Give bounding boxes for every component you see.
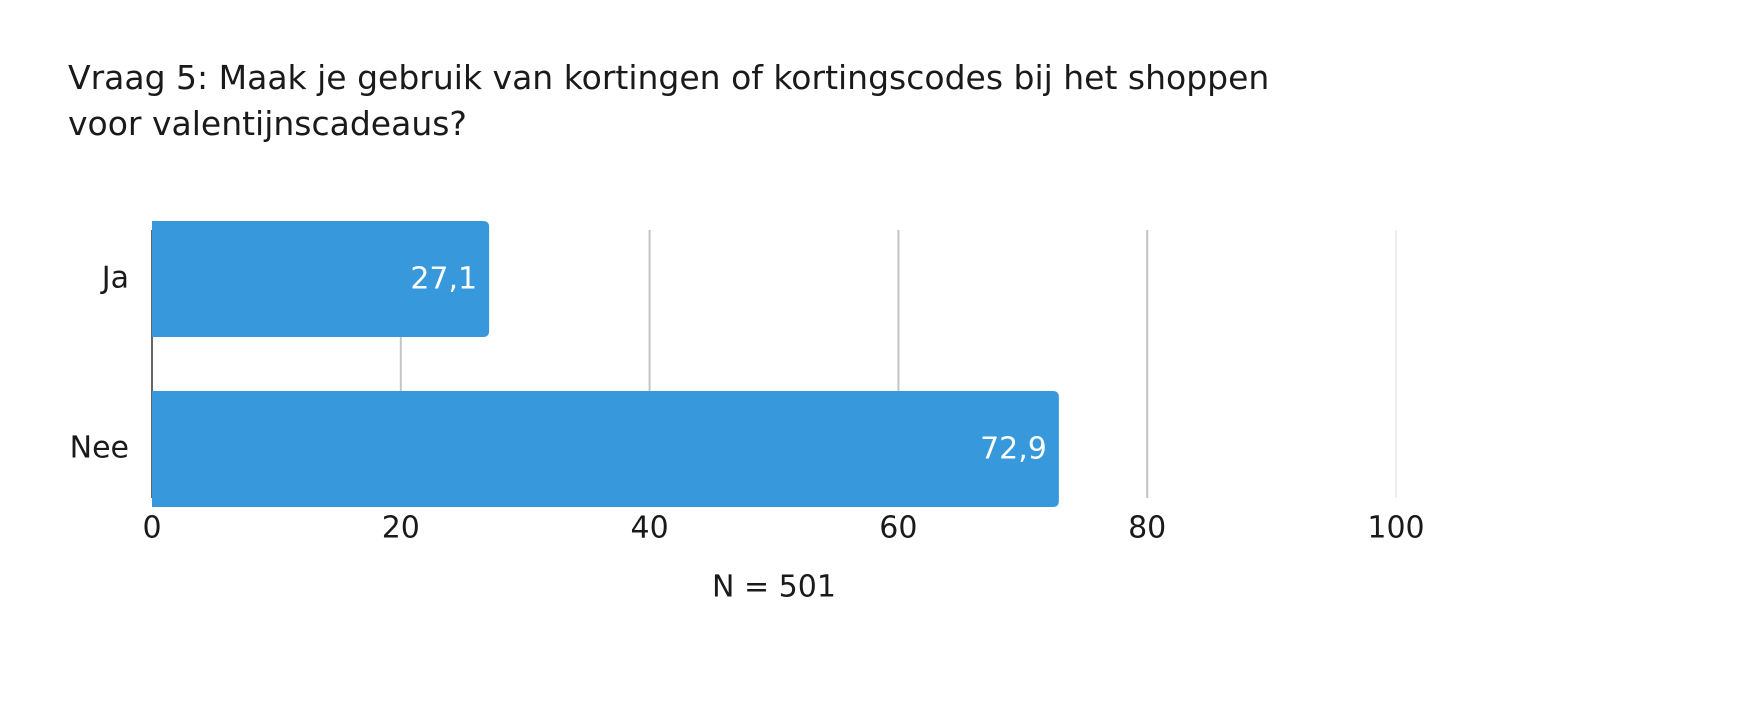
chart-title: Vraag 5: Maak je gebruik van kortingen o… xyxy=(68,58,1270,143)
y-tick-label: Ja xyxy=(100,261,129,296)
x-tick-label: 80 xyxy=(1128,511,1166,546)
x-tick-label: 60 xyxy=(879,511,917,546)
x-tick-label: 0 xyxy=(142,511,161,546)
bar xyxy=(152,221,490,337)
x-tick-label: 40 xyxy=(631,511,669,546)
value-label: 72,9 xyxy=(980,432,1047,467)
x-axis-label: N = 501 xyxy=(712,570,836,605)
bar xyxy=(152,391,1059,507)
x-tick-label: 20 xyxy=(382,511,420,546)
x-tick-label: 100 xyxy=(1367,511,1424,546)
value-label: 27,1 xyxy=(410,262,477,297)
y-tick-label: Nee xyxy=(70,431,129,466)
